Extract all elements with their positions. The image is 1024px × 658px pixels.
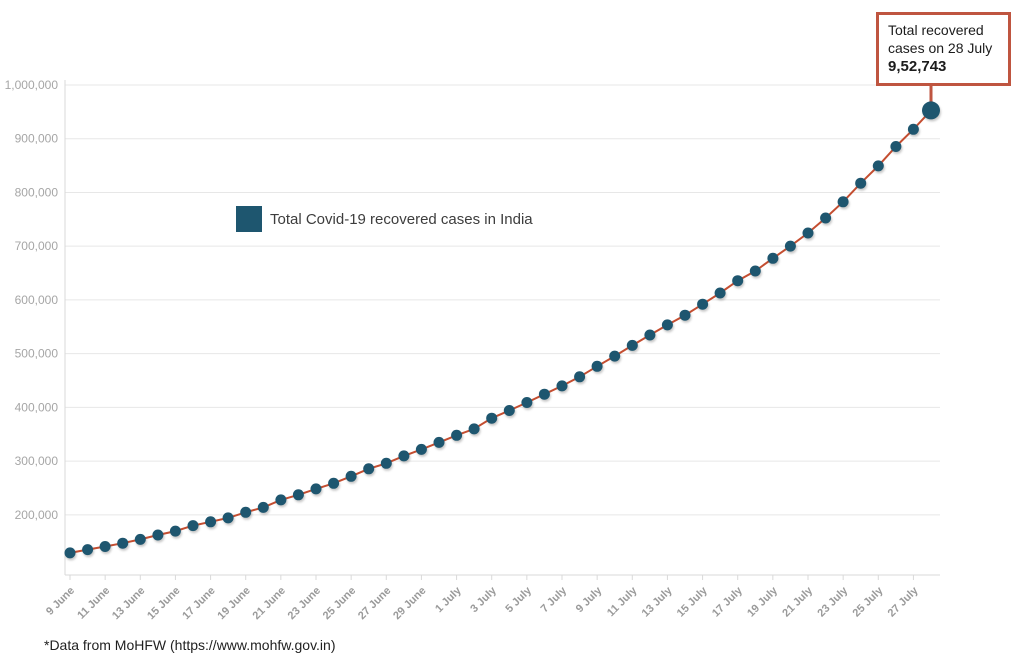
data-point xyxy=(922,101,940,120)
annotation-line2: cases on 28 July xyxy=(888,40,993,56)
data-point xyxy=(380,457,392,469)
data-line xyxy=(69,109,932,554)
data-point xyxy=(328,477,340,489)
x-tick-label: 17 July xyxy=(710,584,745,619)
data-point xyxy=(205,516,217,528)
y-tick-label: 400,000 xyxy=(15,400,59,414)
data-point xyxy=(134,533,146,545)
x-tick-label: 27 June xyxy=(356,585,393,622)
x-tick-label: 19 July xyxy=(745,584,780,619)
y-tick-label: 700,000 xyxy=(15,239,59,253)
data-point xyxy=(661,319,673,331)
data-point xyxy=(257,501,269,513)
x-tick-label: 9 July xyxy=(574,584,605,615)
x-tick-label: 21 July xyxy=(780,584,815,619)
data-point xyxy=(433,436,445,448)
data-point xyxy=(451,429,463,441)
x-tick-label: 11 June xyxy=(75,585,112,622)
data-point xyxy=(556,380,568,392)
data-point xyxy=(345,470,357,482)
data-point xyxy=(837,196,849,208)
data-point xyxy=(644,329,656,341)
data-point xyxy=(802,227,814,239)
data-point xyxy=(398,450,410,462)
data-point xyxy=(521,397,533,408)
data-point xyxy=(310,483,322,495)
data-point xyxy=(855,177,867,189)
x-tick-label: 7 July xyxy=(539,584,570,615)
y-tick-label: 200,000 xyxy=(15,508,59,522)
data-point xyxy=(275,494,287,506)
x-tick-label: 27 July xyxy=(886,584,921,619)
data-point xyxy=(503,405,515,416)
data-point xyxy=(82,544,94,556)
data-point xyxy=(820,212,832,224)
x-tick-label: 13 July xyxy=(640,584,675,619)
x-tick-label: 11 July xyxy=(605,584,640,619)
data-point xyxy=(574,371,586,383)
x-tick-label: 21 June xyxy=(251,585,288,622)
y-tick-label: 500,000 xyxy=(15,347,59,361)
data-point xyxy=(609,350,621,362)
x-tick-label: 15 June xyxy=(145,585,182,622)
x-tick-label: 19 June xyxy=(215,585,252,622)
data-point xyxy=(486,412,498,424)
legend-swatch-icon xyxy=(236,206,262,232)
data-point xyxy=(152,529,164,541)
data-point xyxy=(679,309,691,321)
x-tick-label: 25 July xyxy=(851,584,886,619)
x-tick-label: 3 July xyxy=(468,584,499,615)
data-point xyxy=(64,547,76,559)
data-point xyxy=(169,525,181,537)
footnote: *Data from MoHFW (https://www.mohfw.gov.… xyxy=(44,637,336,653)
x-tick-label: 5 July xyxy=(503,584,534,615)
y-tick-label: 900,000 xyxy=(15,132,59,146)
data-point xyxy=(99,541,111,552)
y-tick-label: 300,000 xyxy=(15,454,59,468)
x-tick-label: 29 June xyxy=(391,585,428,622)
y-tick-label: 1,000,000 xyxy=(5,78,59,92)
y-tick-label: 600,000 xyxy=(15,293,59,307)
data-point xyxy=(784,240,796,252)
data-point xyxy=(187,520,199,532)
data-point xyxy=(697,298,709,310)
x-tick-label: 17 June xyxy=(180,585,217,622)
annotation-box: Total recovered cases on 28 July 9,52,74… xyxy=(876,12,1011,86)
data-point xyxy=(363,463,375,475)
data-point xyxy=(117,537,129,549)
data-point xyxy=(591,360,603,372)
data-point xyxy=(907,123,919,135)
data-point xyxy=(468,423,480,435)
y-tick-label: 800,000 xyxy=(15,185,59,199)
chart-legend: Total Covid-19 recovered cases in India xyxy=(236,206,533,232)
legend-label: Total Covid-19 recovered cases in India xyxy=(270,210,533,228)
data-point xyxy=(872,160,884,172)
data-point xyxy=(732,275,744,287)
data-point xyxy=(767,252,779,264)
annotation-line1: Total recovered xyxy=(888,22,984,38)
x-tick-label: 9 June xyxy=(44,585,77,618)
data-point xyxy=(292,489,304,501)
x-tick-label: 13 June xyxy=(110,585,147,622)
data-point xyxy=(240,506,252,518)
x-tick-label: 15 July xyxy=(675,584,710,619)
annotation-value: 9,52,743 xyxy=(888,58,947,75)
data-point xyxy=(626,339,638,351)
x-tick-label: 25 June xyxy=(321,585,358,622)
x-tick-label: 23 July xyxy=(815,584,850,619)
x-tick-label: 23 June xyxy=(286,585,323,622)
data-point xyxy=(890,141,902,152)
data-point xyxy=(222,512,234,524)
data-point xyxy=(749,265,761,277)
x-tick-label: 1 July xyxy=(433,584,464,615)
data-point xyxy=(415,443,427,455)
data-point xyxy=(538,388,550,400)
data-point xyxy=(714,287,726,299)
